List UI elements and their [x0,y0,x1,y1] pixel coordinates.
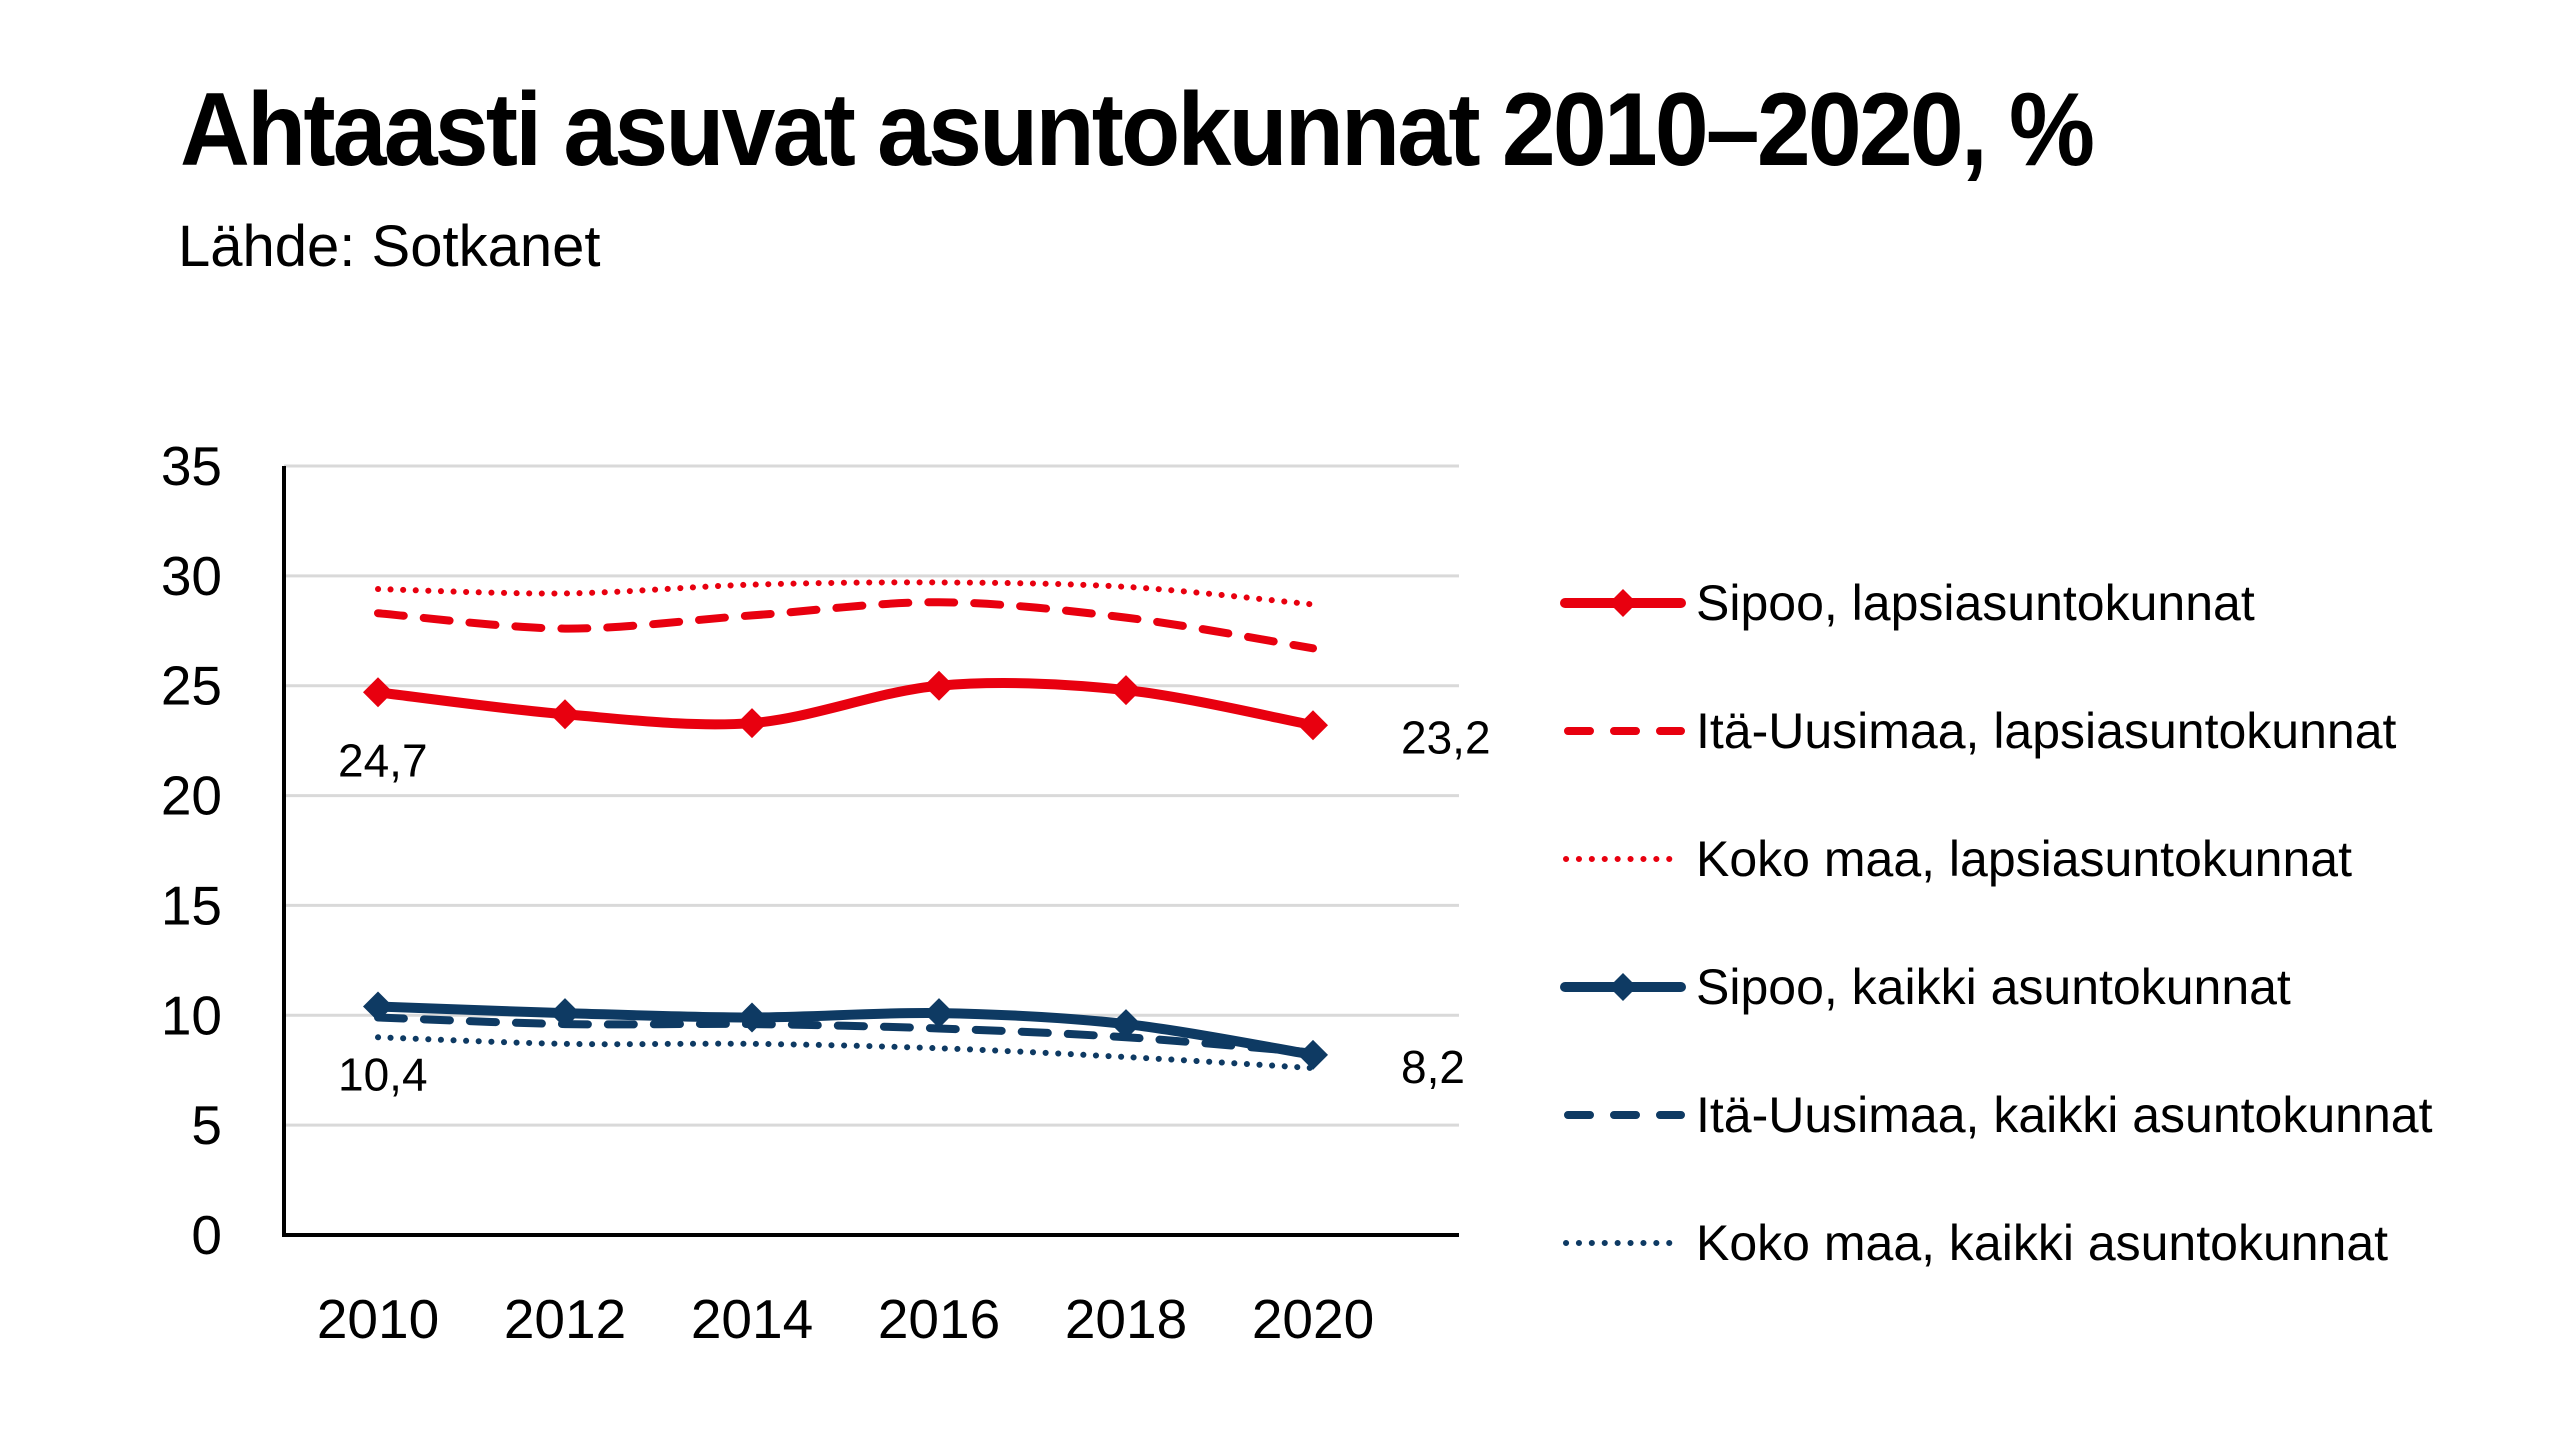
y-tick-label: 35 [161,435,222,497]
x-tick-labels: 2010 2012 2014 2016 2018 2020 [317,1288,1374,1350]
legend-swatch-icon [1563,1240,1683,1246]
data-point-sipoo-kaikki-asuntokunnat-2018 [1111,1009,1141,1040]
legend-label: Itä-Uusimaa, kaikki asuntokunnat [1696,1087,2433,1143]
data-point-sipoo-lapsiasuntokunnat-2020 [1298,710,1328,741]
legend-swatch-icon [1563,856,1683,862]
series-line-sipoo-kaikki-asuntokunnat [373,1001,1318,1060]
legend-label: Sipoo, lapsiasuntokunnat [1696,575,2255,631]
chart-source: Lähde: Sotkanet [178,214,601,279]
data-point-sipoo-kaikki-asuntokunnat-2016 [924,998,954,1029]
data-point-sipoo-lapsiasuntokunnat-2014 [737,708,767,739]
data-point-sipoo-lapsiasuntokunnat-2016 [924,670,954,701]
legend-swatch-icon [1560,973,1686,1001]
y-tick-label: 30 [161,545,222,607]
y-tick-label: 20 [161,765,222,827]
chart-title: Ahtaasti asuvat asuntokunnat 2010–2020, … [180,72,2095,188]
series-markers [363,670,1328,1070]
legend-swatch-icon [1560,589,1686,617]
y-tick-label: 5 [191,1094,222,1156]
y-tick-label: 25 [161,655,222,717]
legend-item-ita-uusimaa-kaikki-asuntokunnat[interactable]: Itä-Uusimaa, kaikki asuntokunnat [1560,1085,2432,1145]
legend-label: Koko maa, lapsiasuntokunnat [1696,831,2352,887]
data-label: 24,7 [338,734,428,786]
x-tick-label: 2020 [1252,1288,1374,1350]
data-point-sipoo-kaikki-asuntokunnat-2014 [737,1002,767,1033]
y-tick-label: 0 [191,1204,222,1266]
legend-item-koko-maa-kaikki-asuntokunnat[interactable]: Koko maa, kaikki asuntokunnat [1560,1213,2388,1273]
legend-swatch-icon [1564,727,1685,735]
data-label: 10,4 [338,1048,428,1100]
data-point-sipoo-kaikki-asuntokunnat-2012 [550,998,580,1029]
series-line-koko-maa-kaikki-asuntokunnat [375,1034,1316,1072]
series-lines [373,579,1318,1072]
series-line-ita-uusimaa-kaikki-asuntokunnat [374,1013,1317,1057]
gridlines [284,464,1459,1127]
legend-item-ita-uusimaa-lapsiasuntokunnat[interactable]: Itä-Uusimaa, lapsiasuntokunnat [1560,701,2396,761]
x-tick-label: 2016 [878,1288,1000,1350]
y-tick-labels: 0 5 10 15 20 25 30 35 [161,435,222,1266]
data-point-sipoo-kaikki-asuntokunnat-2020 [1298,1039,1328,1070]
y-tick-label: 10 [161,984,222,1046]
legend-label: Sipoo, kaikki asuntokunnat [1696,959,2291,1015]
series-line-sipoo-lapsiasuntokunnat [373,678,1318,731]
x-tick-label: 2010 [317,1288,439,1350]
x-tick-label: 2012 [504,1288,626,1350]
y-tick-label: 15 [161,874,222,936]
x-tick-label: 2018 [1065,1288,1187,1350]
legend-swatch-icon [1564,1111,1685,1119]
series-line-ita-uusimaa-lapsiasuntokunnat [374,598,1317,653]
legend-item-koko-maa-lapsiasuntokunnat[interactable]: Koko maa, lapsiasuntokunnat [1560,829,2352,889]
series-line-koko-maa-lapsiasuntokunnat [375,579,1316,608]
legend-item-sipoo-kaikki-asuntokunnat[interactable]: Sipoo, kaikki asuntokunnat [1560,957,2291,1017]
legend-item-sipoo-lapsiasuntokunnat[interactable]: Sipoo, lapsiasuntokunnat [1560,573,2255,633]
data-label: 8,2 [1401,1041,1465,1093]
x-tick-label: 2014 [691,1288,813,1350]
axes [282,466,1459,1237]
legend-label: Itä-Uusimaa, lapsiasuntokunnat [1696,703,2397,759]
data-label: 23,2 [1401,711,1491,763]
data-point-sipoo-lapsiasuntokunnat-2010 [363,677,393,708]
legend-label: Koko maa, kaikki asuntokunnat [1696,1215,2389,1271]
data-labels: 24,7 23,2 10,4 8,2 [338,711,1491,1100]
data-point-sipoo-lapsiasuntokunnat-2018 [1111,675,1141,706]
data-point-sipoo-lapsiasuntokunnat-2012 [550,699,580,730]
data-point-sipoo-kaikki-asuntokunnat-2010 [363,991,393,1022]
